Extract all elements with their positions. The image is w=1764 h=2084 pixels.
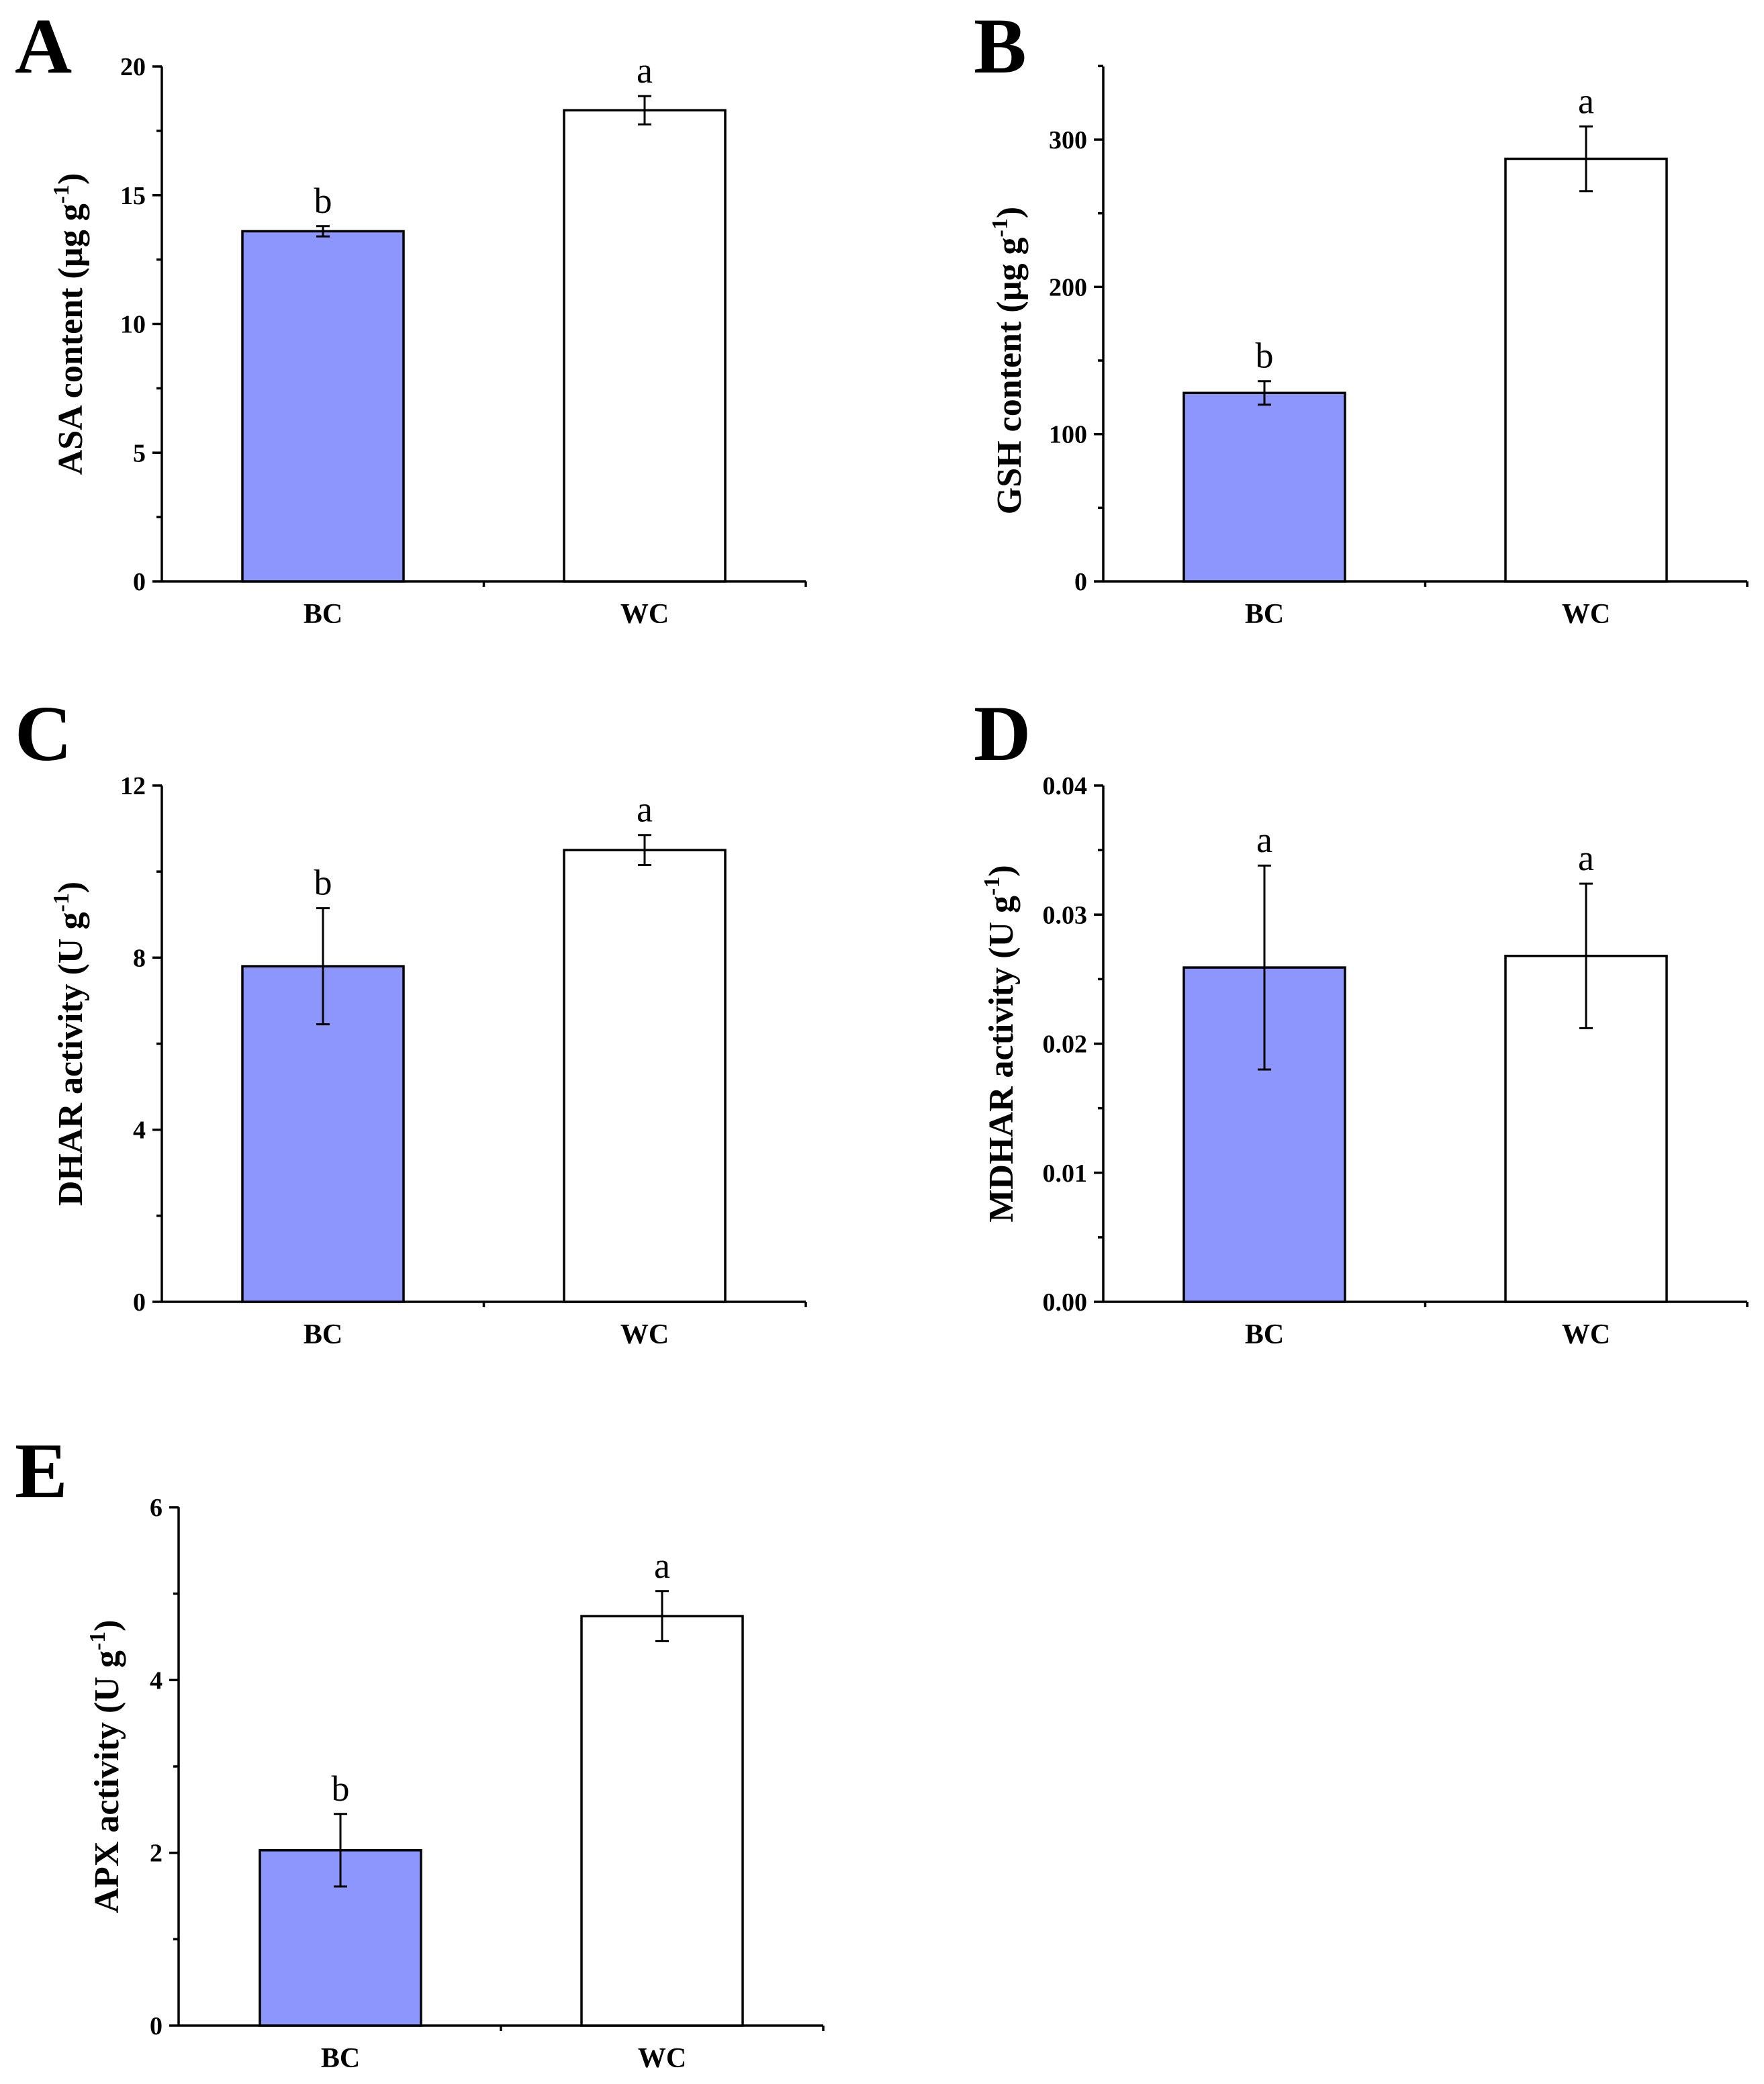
y-tick-label: 5: [133, 439, 146, 467]
y-title-name: ASA content: [52, 279, 90, 475]
significance-label: a: [1578, 81, 1594, 121]
y-tick-label: 12: [120, 772, 146, 800]
y-axis-title: ASA content (µg g-1): [49, 173, 90, 475]
y-title-name: APX activity: [88, 1713, 126, 1913]
y-title-sup: -1: [85, 1631, 110, 1650]
y-title-sup: -1: [49, 185, 74, 203]
y-title-unit: (µg g: [990, 237, 1029, 312]
y-tick-label: 200: [1049, 273, 1087, 301]
y-axis-title: GSH content (µg g-1): [988, 207, 1029, 514]
y-title-unit: (U g: [88, 1650, 126, 1713]
y-tick-label: 0.01: [1043, 1159, 1088, 1188]
y-title-close: ): [982, 865, 1021, 876]
category-label-wc: WC: [1562, 599, 1610, 630]
y-title-unit: (µg g: [52, 203, 90, 279]
y-title-close: ): [990, 207, 1029, 218]
significance-label: a: [1256, 820, 1272, 860]
category-label-bc: BC: [1245, 1319, 1284, 1350]
y-tick-label: 0.00: [1043, 1288, 1088, 1317]
significance-label: a: [654, 1546, 670, 1586]
y-tick-label: 0.02: [1043, 1031, 1088, 1059]
y-title-sup: -1: [49, 893, 74, 912]
y-title-close: ): [52, 173, 90, 185]
y-axis-title: DHAR activity (U g-1): [49, 882, 90, 1206]
y-title-name: DHAR activity: [52, 975, 90, 1206]
significance-label: b: [314, 863, 332, 903]
y-tick-label: 0: [1074, 568, 1087, 596]
y-title-unit: (U g: [982, 896, 1021, 959]
panel-B: B 0 100 200 300 b BC a WC GSH content (µg g-1): [974, 2, 1749, 630]
y-title-close: ): [52, 882, 90, 893]
y-tick-label: 6: [150, 1494, 163, 1522]
panel-A: A 0 5 10 15 20 b BC a WC ASA content (µg g-1): [15, 2, 807, 630]
y-axis-title: MDHAR activity (U g-1): [980, 865, 1021, 1222]
bar-wc: [580, 1615, 744, 2027]
y-tick-label: 300: [1049, 126, 1087, 154]
bar-bc: [1182, 391, 1346, 583]
y-title-unit: (U g: [52, 912, 90, 976]
y-tick-label: 0.04: [1043, 772, 1088, 800]
significance-label: b: [332, 1768, 350, 1809]
y-tick-label: 20: [120, 53, 146, 81]
panel-C: C 0 4 8 12 b BC a WC DHAR activity (U g-1): [15, 690, 807, 1350]
significance-label: a: [637, 790, 653, 830]
category-label-bc: BC: [1245, 599, 1284, 630]
y-tick-label: 0: [133, 568, 146, 596]
y-tick-label: 10: [120, 311, 146, 339]
significance-label: a: [637, 50, 653, 91]
y-title-close: ): [88, 1619, 126, 1631]
category-label-wc: WC: [1562, 1319, 1610, 1350]
y-tick-label: 0: [133, 1288, 146, 1317]
panel-letter: B: [974, 2, 1027, 90]
bar-bc: [241, 230, 405, 583]
y-title-sup: -1: [988, 218, 1013, 237]
y-axis-title: APX activity (U g-1): [85, 1619, 126, 1913]
y-tick-label: 15: [120, 182, 146, 210]
panel-letter: A: [15, 2, 72, 90]
panel-letter: E: [15, 1427, 68, 1515]
category-label-wc: WC: [620, 1319, 669, 1350]
panel-letter: C: [15, 690, 72, 777]
significance-label: a: [1578, 838, 1594, 878]
bar-wc: [563, 849, 727, 1303]
y-title-name: MDHAR activity: [982, 959, 1021, 1223]
category-label-bc: BC: [321, 2043, 360, 2074]
panel-E: E 0 2 4 6 b BC a WC APX activity (U g-1): [15, 1427, 825, 2074]
y-tick-label: 4: [133, 1117, 146, 1145]
category-label-wc: WC: [638, 2043, 686, 2074]
bar-wc: [1504, 157, 1668, 583]
category-label-bc: BC: [304, 599, 342, 630]
y-tick-label: 0: [150, 2012, 163, 2040]
bar-wc: [563, 109, 727, 583]
significance-label: b: [314, 181, 332, 221]
panel-D: D 0.00 0.01 0.02 0.03 0.04 a BC a WC MDHAR activit…: [974, 690, 1749, 1350]
category-label-wc: WC: [620, 599, 669, 630]
y-title-sup: -1: [980, 877, 1005, 896]
category-label-bc: BC: [304, 1319, 342, 1350]
y-title-name: GSH content: [990, 313, 1029, 514]
y-tick-label: 2: [150, 1840, 163, 1868]
y-tick-label: 8: [133, 944, 146, 972]
significance-label: b: [1256, 336, 1274, 376]
y-tick-label: 0.03: [1043, 901, 1088, 929]
y-tick-label: 100: [1049, 421, 1087, 449]
panel-letter: D: [974, 690, 1031, 777]
y-tick-label: 4: [150, 1666, 163, 1695]
